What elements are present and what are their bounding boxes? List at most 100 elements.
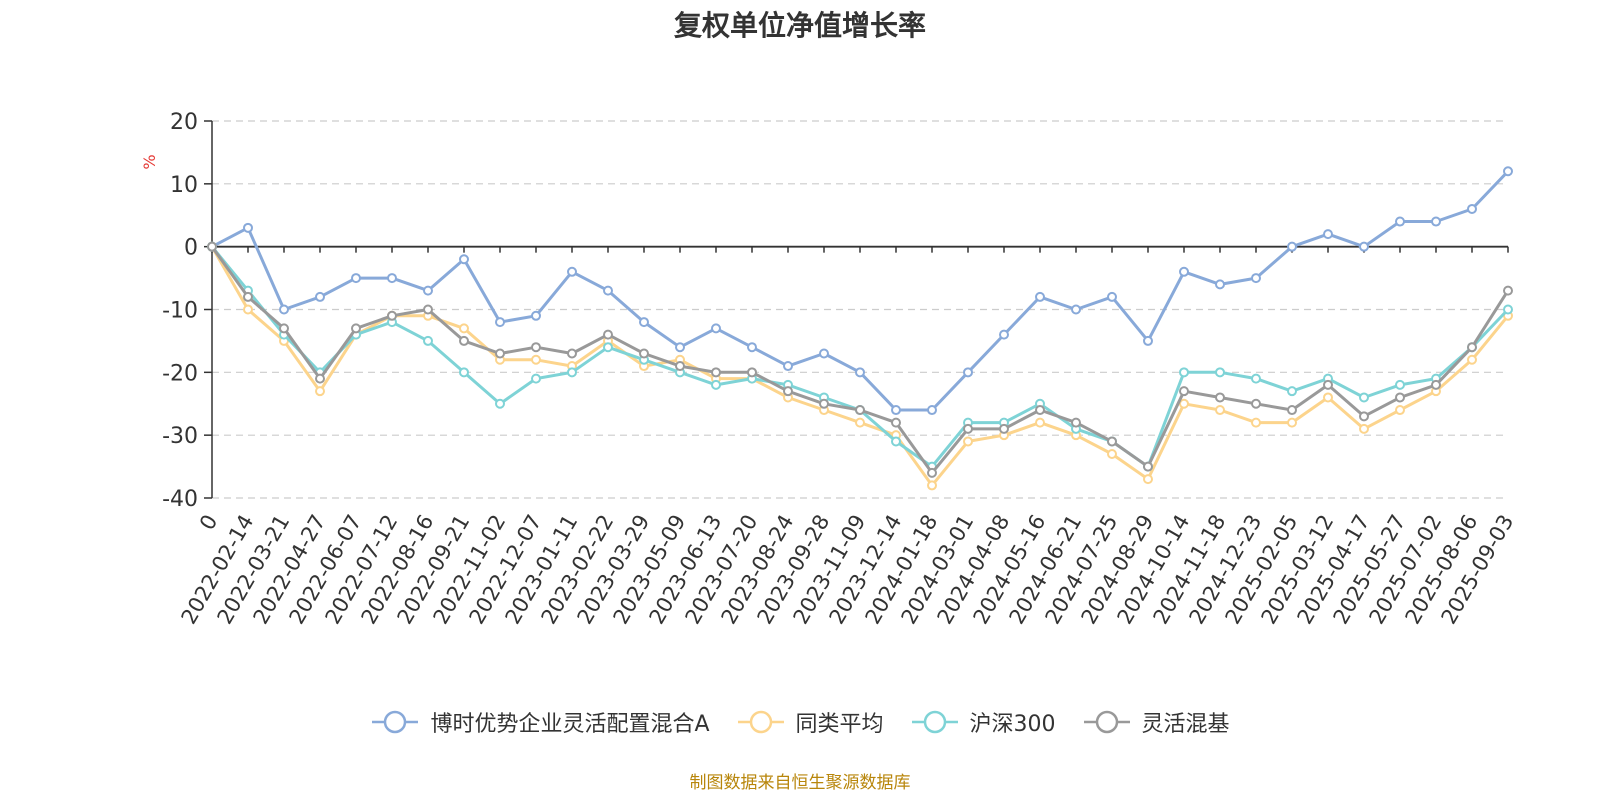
legend-item[interactable]: 博时优势企业灵活配置混合A [370, 706, 710, 738]
data-point[interactable] [1359, 392, 1369, 403]
data-point[interactable] [711, 379, 721, 390]
data-point[interactable] [927, 467, 937, 478]
data-point[interactable] [1323, 379, 1333, 390]
data-point[interactable] [567, 266, 577, 277]
data-point[interactable] [1395, 216, 1405, 227]
data-point[interactable] [1179, 266, 1189, 277]
data-point[interactable] [1323, 392, 1333, 403]
data-point[interactable] [711, 367, 721, 378]
data-point[interactable] [423, 304, 433, 315]
data-point[interactable] [927, 405, 937, 416]
data-point[interactable] [1107, 449, 1117, 460]
data-point[interactable] [1251, 398, 1261, 409]
data-point[interactable] [1287, 386, 1297, 397]
data-point[interactable] [1179, 386, 1189, 397]
data-point[interactable] [531, 373, 541, 384]
data-point[interactable] [675, 342, 685, 353]
data-point[interactable] [1359, 241, 1369, 252]
data-point[interactable] [891, 405, 901, 416]
data-point[interactable] [207, 241, 217, 252]
legend-item[interactable]: 同类平均 [736, 706, 884, 738]
data-point[interactable] [1467, 354, 1477, 365]
data-point[interactable] [1503, 166, 1513, 177]
data-point[interactable] [1251, 417, 1261, 428]
data-point[interactable] [1323, 229, 1333, 240]
data-point[interactable] [567, 348, 577, 359]
data-point[interactable] [1503, 304, 1513, 315]
data-point[interactable] [1503, 285, 1513, 296]
data-point[interactable] [315, 373, 325, 384]
data-point[interactable] [531, 342, 541, 353]
data-point[interactable] [1359, 411, 1369, 422]
data-point[interactable] [1431, 216, 1441, 227]
data-point[interactable] [1143, 474, 1153, 485]
data-point[interactable] [1251, 373, 1261, 384]
data-point[interactable] [387, 310, 397, 321]
data-point[interactable] [567, 367, 577, 378]
data-point[interactable] [459, 367, 469, 378]
data-point[interactable] [531, 310, 541, 321]
data-point[interactable] [639, 317, 649, 328]
data-point[interactable] [1071, 304, 1081, 315]
data-point[interactable] [603, 342, 613, 353]
data-point[interactable] [1287, 405, 1297, 416]
data-point[interactable] [243, 304, 253, 315]
data-point[interactable] [1215, 367, 1225, 378]
data-point[interactable] [351, 323, 361, 334]
data-point[interactable] [495, 348, 505, 359]
data-point[interactable] [1395, 405, 1405, 416]
data-point[interactable] [1035, 291, 1045, 302]
data-point[interactable] [711, 323, 721, 334]
data-point[interactable] [783, 361, 793, 372]
data-point[interactable] [279, 304, 289, 315]
data-point[interactable] [1107, 291, 1117, 302]
data-point[interactable] [315, 386, 325, 397]
data-point[interactable] [1215, 405, 1225, 416]
data-point[interactable] [1071, 417, 1081, 428]
data-point[interactable] [1395, 379, 1405, 390]
data-point[interactable] [1431, 379, 1441, 390]
data-point[interactable] [675, 361, 685, 372]
data-point[interactable] [315, 291, 325, 302]
data-point[interactable] [1287, 417, 1297, 428]
data-point[interactable] [891, 417, 901, 428]
legend-item[interactable]: 沪深300 [910, 706, 1056, 738]
data-point[interactable] [891, 436, 901, 447]
data-point[interactable] [747, 342, 757, 353]
data-point[interactable] [459, 254, 469, 265]
data-point[interactable] [423, 335, 433, 346]
data-point[interactable] [963, 423, 973, 434]
data-point[interactable] [927, 480, 937, 491]
data-point[interactable] [783, 386, 793, 397]
data-point[interactable] [351, 273, 361, 284]
data-point[interactable] [1287, 241, 1297, 252]
data-point[interactable] [1179, 398, 1189, 409]
data-point[interactable] [1035, 417, 1045, 428]
data-point[interactable] [1179, 367, 1189, 378]
data-point[interactable] [459, 323, 469, 334]
data-point[interactable] [1467, 203, 1477, 214]
data-point[interactable] [747, 367, 757, 378]
legend-item[interactable]: 灵活混基 [1082, 706, 1230, 738]
data-point[interactable] [1035, 405, 1045, 416]
data-point[interactable] [279, 323, 289, 334]
data-point[interactable] [1143, 461, 1153, 472]
data-point[interactable] [855, 417, 865, 428]
data-point[interactable] [1215, 279, 1225, 290]
data-point[interactable] [855, 367, 865, 378]
data-point[interactable] [999, 329, 1009, 340]
data-point[interactable] [963, 436, 973, 447]
data-point[interactable] [459, 335, 469, 346]
data-point[interactable] [531, 354, 541, 365]
data-point[interactable] [1143, 335, 1153, 346]
data-point[interactable] [243, 291, 253, 302]
data-point[interactable] [1359, 423, 1369, 434]
data-point[interactable] [423, 285, 433, 296]
data-point[interactable] [1215, 392, 1225, 403]
data-point[interactable] [855, 405, 865, 416]
data-point[interactable] [639, 348, 649, 359]
data-point[interactable] [495, 317, 505, 328]
data-point[interactable] [1107, 436, 1117, 447]
data-point[interactable] [1467, 342, 1477, 353]
data-point[interactable] [999, 423, 1009, 434]
